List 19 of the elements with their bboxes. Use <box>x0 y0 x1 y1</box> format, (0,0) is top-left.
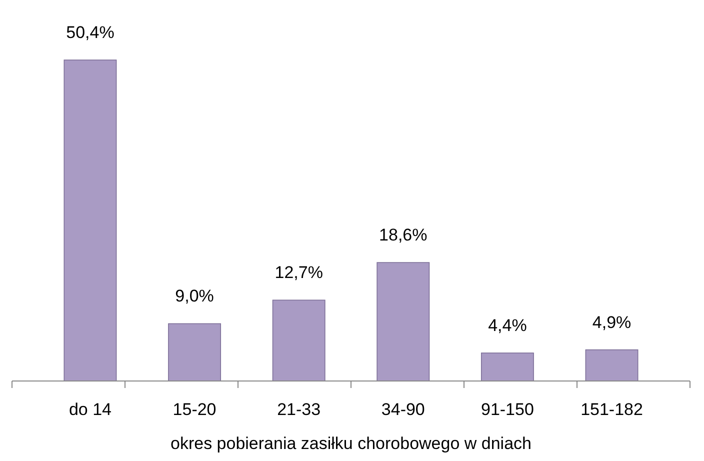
x-tick-label: 91-150 <box>480 400 534 419</box>
x-tick-label: 21-33 <box>277 400 321 419</box>
bar <box>585 349 638 382</box>
data-label: 9,0% <box>175 286 214 306</box>
data-label: 50,4% <box>66 23 114 42</box>
x-tick-label: do 14 <box>68 400 112 419</box>
x-axis-title: okres pobierania zasiłku chorobowego w dniach <box>170 434 532 453</box>
x-tick-label: 15-20 <box>172 400 216 419</box>
x-tick-label: 34-90 <box>381 400 425 419</box>
bar <box>376 262 430 382</box>
data-label: 18,6% <box>379 226 428 245</box>
data-label: 12,7% <box>274 263 323 282</box>
bar <box>272 300 326 382</box>
data-label: 4,4% <box>488 316 527 335</box>
bar <box>480 352 534 382</box>
data-label: 4,9% <box>592 312 632 332</box>
bar <box>168 323 222 382</box>
x-tick-label: 151-182 <box>580 400 643 419</box>
bar <box>64 60 117 382</box>
